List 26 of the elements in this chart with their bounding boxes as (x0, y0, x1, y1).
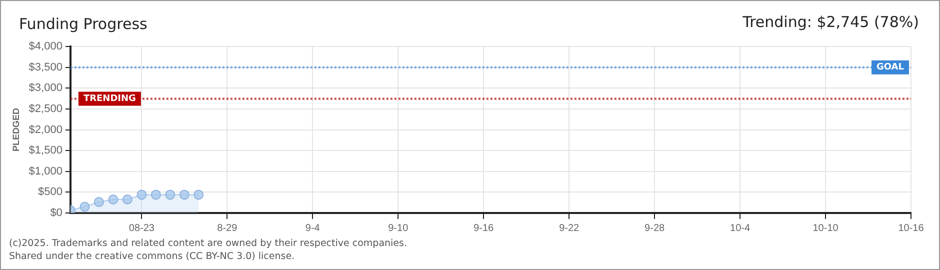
y-tick-label: $0 (50, 207, 62, 220)
x-tick-label: 8-29 (217, 222, 238, 234)
x-tick-label: 10-4 (730, 222, 750, 234)
ref-line-label: GOAL (876, 62, 904, 73)
y-tick-label: $3,000 (28, 82, 62, 94)
x-tick-label: 9-22 (559, 222, 580, 234)
y-tick-label: $2,500 (28, 103, 62, 116)
y-tick-label: $3,500 (28, 61, 62, 74)
text: Shared under the creative commons (CC BY-NC 3.0) license. (9, 250, 296, 263)
x-tick-label: 9-10 (388, 222, 409, 234)
x-tick-label: 10-16 (898, 222, 924, 234)
x-tick-label: 10-10 (812, 222, 839, 234)
y-tick-label: $1,000 (28, 165, 62, 178)
x-tick-label: 08-23 (128, 222, 155, 234)
x-tick-label: 9-4 (305, 222, 320, 234)
ref-line-label: TRENDING (83, 94, 136, 104)
text: (c)2025. Trademarks and related content are owned by their respective companies. (9, 237, 407, 250)
y-tick-label: $500 (38, 186, 62, 198)
y-tick-label: $1,500 (28, 144, 62, 157)
x-tick-label: 9-16 (474, 222, 494, 234)
chart-title: Funding Progress (19, 15, 148, 33)
chart-subtitle: Trending: $2,745 (78%) (742, 13, 919, 31)
y-axis-title: PLEDGED (10, 108, 21, 152)
y-tick-label: $4,000 (28, 40, 62, 53)
x-tick-label: 9-28 (644, 222, 666, 234)
y-tick-label: $2,000 (28, 124, 62, 136)
